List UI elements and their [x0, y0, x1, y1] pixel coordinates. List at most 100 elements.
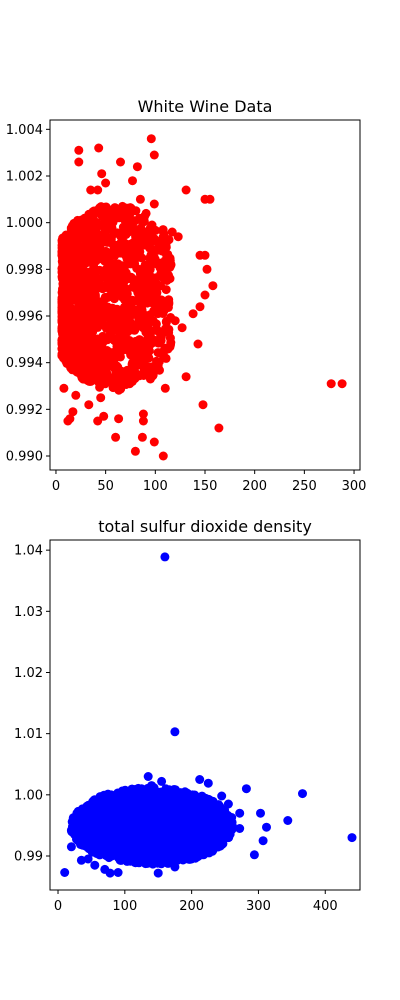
data-point — [161, 317, 171, 327]
data-point — [103, 264, 113, 274]
data-point — [137, 432, 147, 442]
data-point — [73, 215, 83, 225]
data-point — [223, 833, 233, 843]
data-point — [101, 323, 111, 333]
data-point — [201, 818, 211, 828]
data-point — [138, 235, 148, 244]
data-point — [119, 294, 129, 304]
data-point — [78, 349, 88, 359]
data-point — [125, 318, 135, 328]
data-point — [154, 826, 164, 835]
data-point — [193, 816, 203, 826]
data-point — [169, 808, 179, 818]
data-point — [98, 331, 108, 341]
data-point — [93, 813, 103, 823]
data-point — [183, 836, 192, 845]
data-point — [83, 854, 93, 864]
data-point — [195, 775, 205, 784]
data-point — [123, 788, 133, 798]
data-point — [235, 808, 245, 818]
data-point — [80, 213, 90, 223]
data-point — [95, 792, 105, 802]
data-point — [170, 862, 180, 872]
data-point — [98, 284, 108, 294]
data-point — [215, 820, 225, 830]
data-point — [208, 281, 218, 291]
data-point — [90, 277, 100, 287]
data-point — [112, 241, 122, 251]
x-tick-label: 100 — [112, 899, 137, 914]
data-point — [191, 796, 201, 806]
y-tick-label: 1.03 — [14, 605, 43, 620]
data-point — [256, 808, 265, 818]
data-point — [181, 372, 191, 382]
data-point — [117, 827, 127, 837]
data-point — [178, 818, 188, 828]
data-point — [143, 333, 153, 343]
data-point — [133, 350, 143, 360]
data-point — [347, 833, 357, 843]
data-point — [170, 727, 180, 737]
data-point — [153, 348, 163, 358]
data-point — [235, 824, 245, 833]
data-point — [83, 800, 93, 810]
data-point — [149, 199, 159, 209]
data-point — [86, 185, 96, 195]
data-point — [120, 287, 130, 297]
data-point — [164, 295, 174, 305]
data-point — [176, 795, 186, 804]
data-point — [124, 846, 134, 856]
data-point — [160, 552, 170, 562]
data-point — [156, 281, 166, 291]
data-point — [99, 204, 109, 214]
scatter-points — [60, 552, 357, 878]
data-point — [142, 832, 152, 842]
data-point — [149, 150, 159, 160]
data-point — [157, 776, 167, 786]
data-point — [127, 816, 137, 826]
data-point — [146, 134, 156, 144]
data-point — [74, 157, 84, 167]
data-point — [139, 820, 149, 830]
data-point — [138, 323, 148, 333]
data-point — [86, 249, 96, 259]
data-point — [117, 837, 127, 847]
data-point — [99, 271, 109, 281]
data-point — [135, 194, 145, 204]
data-point — [113, 868, 123, 877]
y-tick-label: 1.04 — [14, 544, 43, 559]
data-point — [88, 213, 98, 223]
data-point — [227, 813, 237, 822]
data-point — [114, 414, 124, 424]
data-point — [125, 227, 135, 236]
y-tick-label: 1.002 — [6, 170, 43, 185]
y-axis: 0.990 0.992 0.994 0.996 0.998 1.000 1.002 1.004 — [6, 123, 50, 465]
data-point — [58, 291, 68, 301]
data-point — [115, 210, 125, 220]
data-point — [93, 185, 103, 195]
data-point — [210, 801, 220, 811]
data-point — [59, 261, 69, 270]
x-axis: 0 50 100 150 200 250 300 — [52, 470, 366, 494]
data-point — [153, 295, 163, 304]
data-point — [154, 854, 164, 863]
data-point — [114, 805, 124, 815]
data-point — [128, 176, 137, 186]
data-point — [146, 850, 155, 860]
x-tick-label: 200 — [242, 479, 267, 494]
data-point — [116, 846, 126, 856]
data-point — [102, 222, 112, 232]
data-point — [258, 836, 268, 846]
data-point — [126, 350, 136, 360]
data-point — [105, 850, 115, 860]
data-point — [161, 838, 171, 848]
data-point — [198, 843, 208, 852]
data-point — [63, 348, 73, 358]
data-point — [90, 843, 100, 853]
data-point — [155, 244, 165, 254]
data-point — [122, 326, 132, 335]
data-point — [116, 313, 126, 323]
data-point — [177, 850, 187, 860]
x-tick-label: 100 — [143, 479, 168, 494]
data-point — [66, 363, 76, 373]
